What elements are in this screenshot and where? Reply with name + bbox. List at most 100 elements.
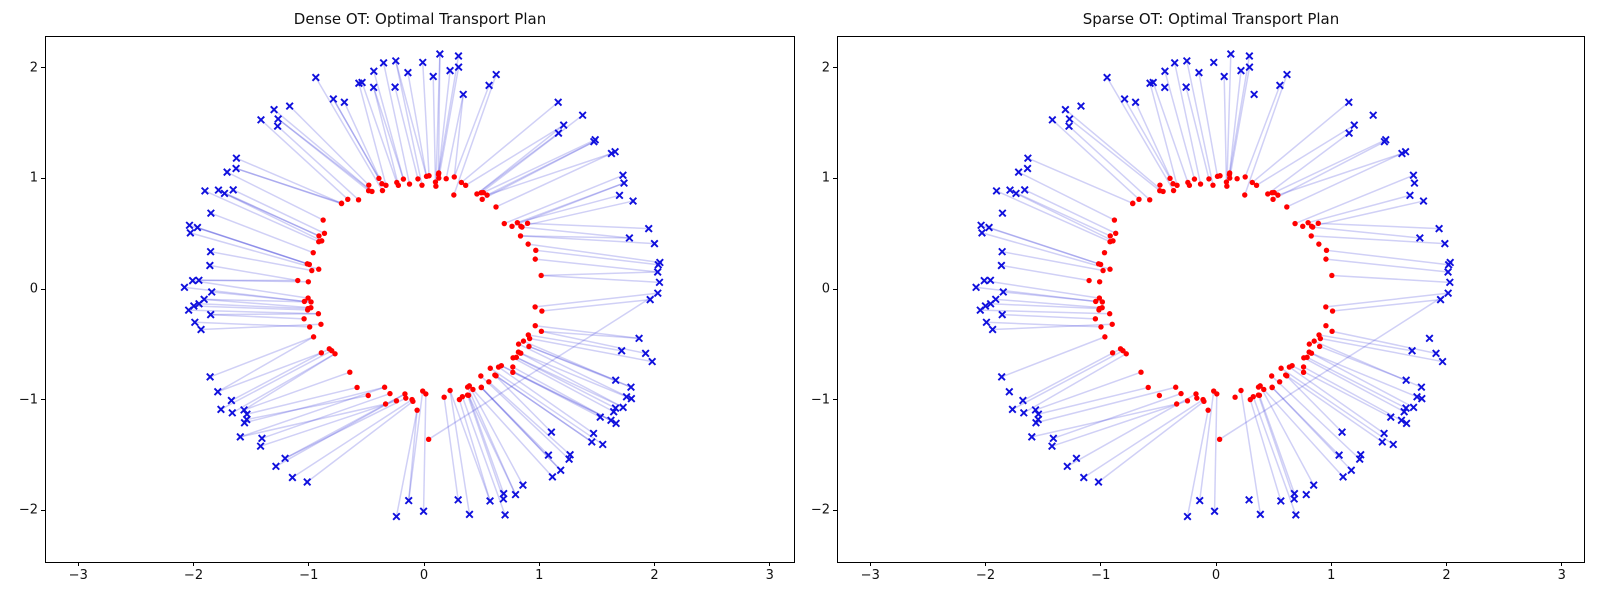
target-point-x-marker [1048,115,1057,124]
transport-line [1152,82,1189,183]
source-point-dot [1284,373,1290,379]
transport-line [275,393,406,467]
target-point-x-marker [587,437,596,446]
transport-line [984,279,1100,299]
target-point-x-marker [340,98,349,107]
source-point-dot [1214,173,1221,180]
transport-line [541,330,640,340]
transport-line [244,386,385,424]
target-point-x-marker [607,416,615,425]
target-point-x-marker [1237,66,1245,75]
transport-line [209,264,298,282]
transport-line [1244,85,1281,178]
transport-line [428,292,659,440]
y-tick-label: −1 [810,392,830,408]
transport-line [480,387,549,456]
target-point-x-marker [369,83,378,92]
source-point-dot [365,188,372,194]
transport-line [261,392,391,440]
transport-line [243,353,336,411]
source-point-dot [1107,239,1113,245]
source-point-dot [1178,390,1184,397]
target-point-x-marker [329,95,338,103]
scatter-plot-sparse [972,50,1455,521]
transport-line [240,386,385,438]
transport-line [394,86,419,180]
source-point-dot [305,279,312,285]
target-point-x-marker [227,396,236,405]
source-point-dot [470,386,476,393]
target-point-x-marker [982,318,991,327]
source-point-dot [376,175,382,182]
transport-line [1106,77,1175,191]
source-point-dot [1097,261,1104,268]
source-point-dot [347,369,353,375]
transport-line [437,70,451,175]
transport-line [231,353,336,414]
target-point-x-marker [1380,429,1389,438]
source-point-dot [338,200,345,207]
transport-line [453,74,497,196]
source-point-dot [433,183,439,189]
target-point-x-marker [650,239,659,248]
transport-line [461,396,506,516]
transport-line [1173,62,1202,185]
source-point-dot [1123,351,1129,357]
x-tick-mark [869,562,871,566]
source-point-dot [493,204,499,210]
y-tick-mark [833,288,837,290]
transport-line [1325,258,1449,273]
transport-line [217,352,322,393]
transport-line [520,200,634,228]
transport-line [1249,399,1282,502]
transport-line [1319,345,1407,381]
transport-line [192,279,309,299]
source-point-dot [306,324,313,330]
transport-line [1198,72,1219,177]
transport-line [500,364,601,418]
target-point-x-marker [566,450,575,459]
source-point-dot [1185,179,1191,186]
transport-line [1226,53,1232,187]
target-point-x-marker [256,115,265,124]
target-point-x-marker [418,58,427,67]
transport-line [527,222,649,230]
target-point-x-marker [1350,121,1359,130]
source-point-dot [1249,179,1256,186]
source-point-dot [1323,323,1329,329]
transport-line [438,66,460,179]
source-point-dot [1100,267,1106,274]
transport-line [1198,390,1215,501]
target-point-x-marker [1077,102,1085,111]
target-point-x-marker [978,228,986,237]
target-point-x-marker [653,268,662,276]
target-point-x-marker [1012,189,1020,198]
x-tick-label: −3 [860,568,880,583]
x-tick-mark [985,562,987,566]
transport-line [996,190,1111,243]
source-point-dot [1223,179,1230,185]
transport-line [1252,396,1297,516]
y-tick-mark [833,399,837,401]
transport-line [520,235,630,239]
transport-line [1083,398,1204,479]
transport-line [512,371,612,421]
target-point-x-marker [1378,437,1387,446]
transport-line [980,224,1099,265]
transport-line [1001,264,1090,282]
target-point-x-marker [972,283,981,292]
transport-line [535,292,658,308]
transport-line [1277,152,1403,196]
source-point-dot [1234,176,1240,182]
transport-line [1326,249,1449,266]
target-point-x-marker [611,376,620,385]
target-point-x-marker [625,233,634,242]
transport-line [193,305,308,311]
transport-line [407,390,424,501]
source-point-dot [1157,182,1163,188]
transport-line [235,167,342,205]
transport-line [541,330,646,355]
target-point-x-marker [1410,179,1419,188]
target-point-x-marker [485,81,494,90]
target-point-x-marker [200,186,209,195]
